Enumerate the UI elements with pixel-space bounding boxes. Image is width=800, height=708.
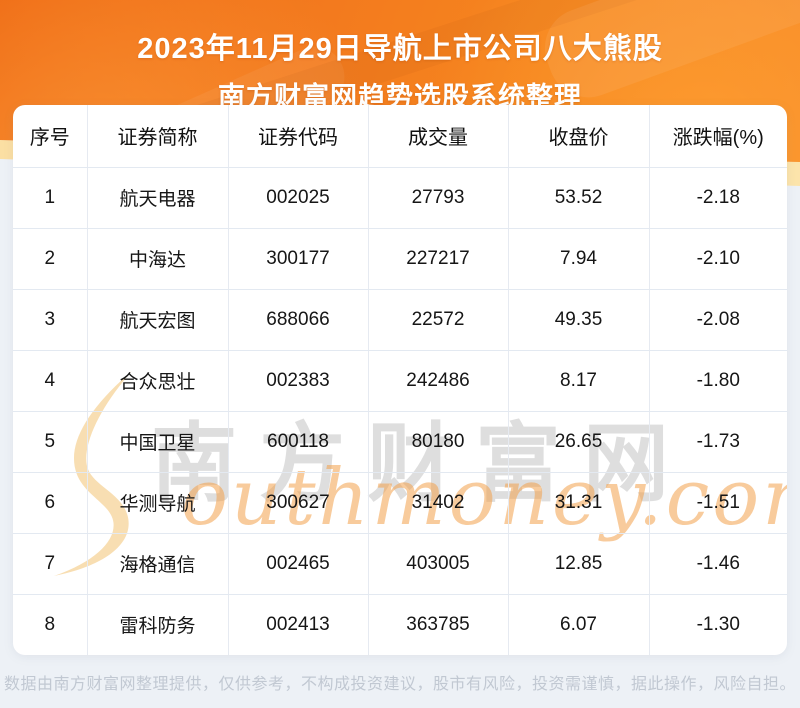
cell-r5-c4: 26.65 (508, 411, 650, 473)
cell-r8-c0: 8 (13, 594, 88, 655)
table-card: 南方财富网 outhmoney.com 序号 证券简称 证券代码 成交量 收盘价 涨跌幅(… (13, 105, 787, 655)
cell-r6-c1: 华测导航 (87, 472, 229, 534)
header-cell-0: 序号 (13, 105, 88, 168)
cell-r4-c2: 002383 (228, 350, 369, 412)
table-row: 4 合众思壮 002383 242486 8.17 -1.80 (13, 350, 787, 412)
table-row: 6 华测导航 300627 31402 31.31 -1.51 (13, 472, 787, 534)
cell-r2-c5: -2.10 (649, 228, 787, 290)
cell-r1-c2: 002025 (228, 167, 369, 229)
table-header-row: 序号 证券简称 证券代码 成交量 收盘价 涨跌幅(%) (13, 105, 787, 168)
cell-r5-c5: -1.73 (649, 411, 787, 473)
header-cell-2: 证券代码 (228, 105, 369, 168)
cell-r7-c4: 12.85 (508, 533, 650, 595)
cell-r2-c3: 227217 (368, 228, 509, 290)
header-cell-4: 收盘价 (508, 105, 650, 168)
header-cell-3: 成交量 (368, 105, 509, 168)
cell-r8-c1: 雷科防务 (87, 594, 229, 655)
cell-r4-c0: 4 (13, 350, 88, 412)
cell-r2-c4: 7.94 (508, 228, 650, 290)
cell-r1-c3: 27793 (368, 167, 509, 229)
cell-r1-c4: 53.52 (508, 167, 650, 229)
cell-r5-c0: 5 (13, 411, 88, 473)
title-block: 2023年11月29日导航上市公司八大熊股 南方财富网趋势选股系统整理 (0, 0, 800, 114)
cell-r4-c5: -1.80 (649, 350, 787, 412)
table-row: 2 中海达 300177 227217 7.94 -2.10 (13, 228, 787, 290)
cell-r5-c1: 中国卫星 (87, 411, 229, 473)
table-row: 8 雷科防务 002413 363785 6.07 -1.30 (13, 594, 787, 655)
disclaimer-text: 数据由南方财富网整理提供，仅供参考，不构成投资建议，股市有风险，投资需谨慎，据此… (3, 676, 796, 693)
cell-r8-c2: 002413 (228, 594, 369, 655)
cell-r5-c2: 600118 (228, 411, 369, 473)
cell-r3-c4: 49.35 (508, 289, 650, 351)
cell-r4-c1: 合众思壮 (87, 350, 229, 412)
cell-r2-c1: 中海达 (87, 228, 229, 290)
cell-r7-c2: 002465 (228, 533, 369, 595)
cell-r6-c3: 31402 (368, 472, 509, 534)
cell-r1-c0: 1 (13, 167, 88, 229)
cell-r2-c2: 300177 (228, 228, 369, 290)
cell-r6-c0: 6 (13, 472, 88, 534)
table-row: 3 航天宏图 688066 22572 49.35 -2.08 (13, 289, 787, 351)
stock-table: 序号 证券简称 证券代码 成交量 收盘价 涨跌幅(%) 1 航天电器 002025 27793 5… (13, 105, 787, 655)
cell-r6-c5: -1.51 (649, 472, 787, 534)
cell-r3-c2: 688066 (228, 289, 369, 351)
cell-r3-c1: 航天宏图 (87, 289, 229, 351)
cell-r6-c4: 31.31 (508, 472, 650, 534)
header-cell-1: 证券简称 (87, 105, 229, 168)
cell-r8-c5: -1.30 (696, 613, 740, 635)
cell-r7-c5: -1.46 (649, 533, 787, 595)
cell-r7-c0: 7 (13, 533, 88, 595)
table-row: 1 航天电器 002025 27793 53.52 -2.18 (13, 167, 787, 229)
cell-r7-c3: 403005 (368, 533, 509, 595)
cell-r3-c5: -2.08 (649, 289, 787, 351)
cell-r8-c3: 363785 (368, 594, 509, 655)
header-cell-5: 涨跌幅(%) (649, 105, 787, 168)
cell-r1-c1: 航天电器 (87, 167, 229, 229)
cell-r2-c0: 2 (13, 228, 88, 290)
page-title: 2023年11月29日导航上市公司八大熊股 (137, 33, 663, 65)
cell-r4-c3: 242486 (368, 350, 509, 412)
cell-r7-c1: 海格通信 (87, 533, 229, 595)
table-row: 7 海格通信 002465 403005 12.85 -1.46 (13, 533, 787, 595)
cell-r5-c3: 80180 (368, 411, 509, 473)
cell-r6-c2: 300627 (228, 472, 369, 534)
cell-r8-c4: 6.07 (508, 594, 650, 655)
cell-r3-c0: 3 (13, 289, 88, 351)
table-row: 5 中国卫星 600118 80180 26.65 -1.73 (13, 411, 787, 473)
cell-r1-c5: -2.18 (649, 167, 787, 229)
cell-r4-c4: 8.17 (508, 350, 650, 412)
cell-r3-c3: 22572 (368, 289, 509, 351)
